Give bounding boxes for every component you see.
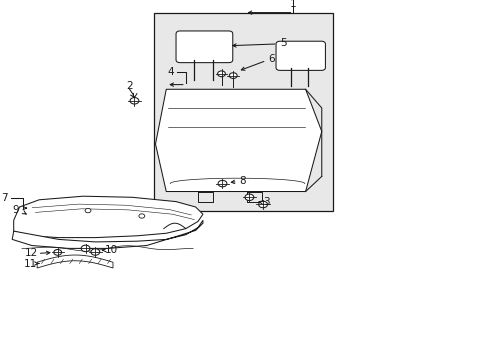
Text: 6: 6 [267,54,274,64]
FancyBboxPatch shape [176,31,232,63]
Circle shape [244,194,253,201]
Polygon shape [14,196,203,238]
Text: 7: 7 [1,193,8,203]
Polygon shape [155,89,321,192]
Polygon shape [12,220,203,248]
Text: 8: 8 [239,176,246,186]
Text: 3: 3 [263,197,269,207]
Bar [154,13,332,211]
Text: 11: 11 [23,258,37,269]
Circle shape [139,214,144,218]
Text: 12: 12 [25,248,39,258]
Circle shape [85,208,91,213]
Circle shape [258,201,267,208]
Text: 4: 4 [167,67,174,77]
Text: 5: 5 [280,38,286,48]
Text: 2: 2 [126,81,133,91]
Text: 1: 1 [289,0,296,9]
FancyBboxPatch shape [275,41,325,71]
Text: 9: 9 [13,204,20,215]
Circle shape [218,180,226,187]
Circle shape [217,71,225,77]
Circle shape [81,245,90,252]
Circle shape [54,249,61,255]
Text: 10: 10 [105,245,118,255]
Circle shape [130,98,139,104]
Circle shape [229,73,237,78]
Circle shape [91,249,100,255]
